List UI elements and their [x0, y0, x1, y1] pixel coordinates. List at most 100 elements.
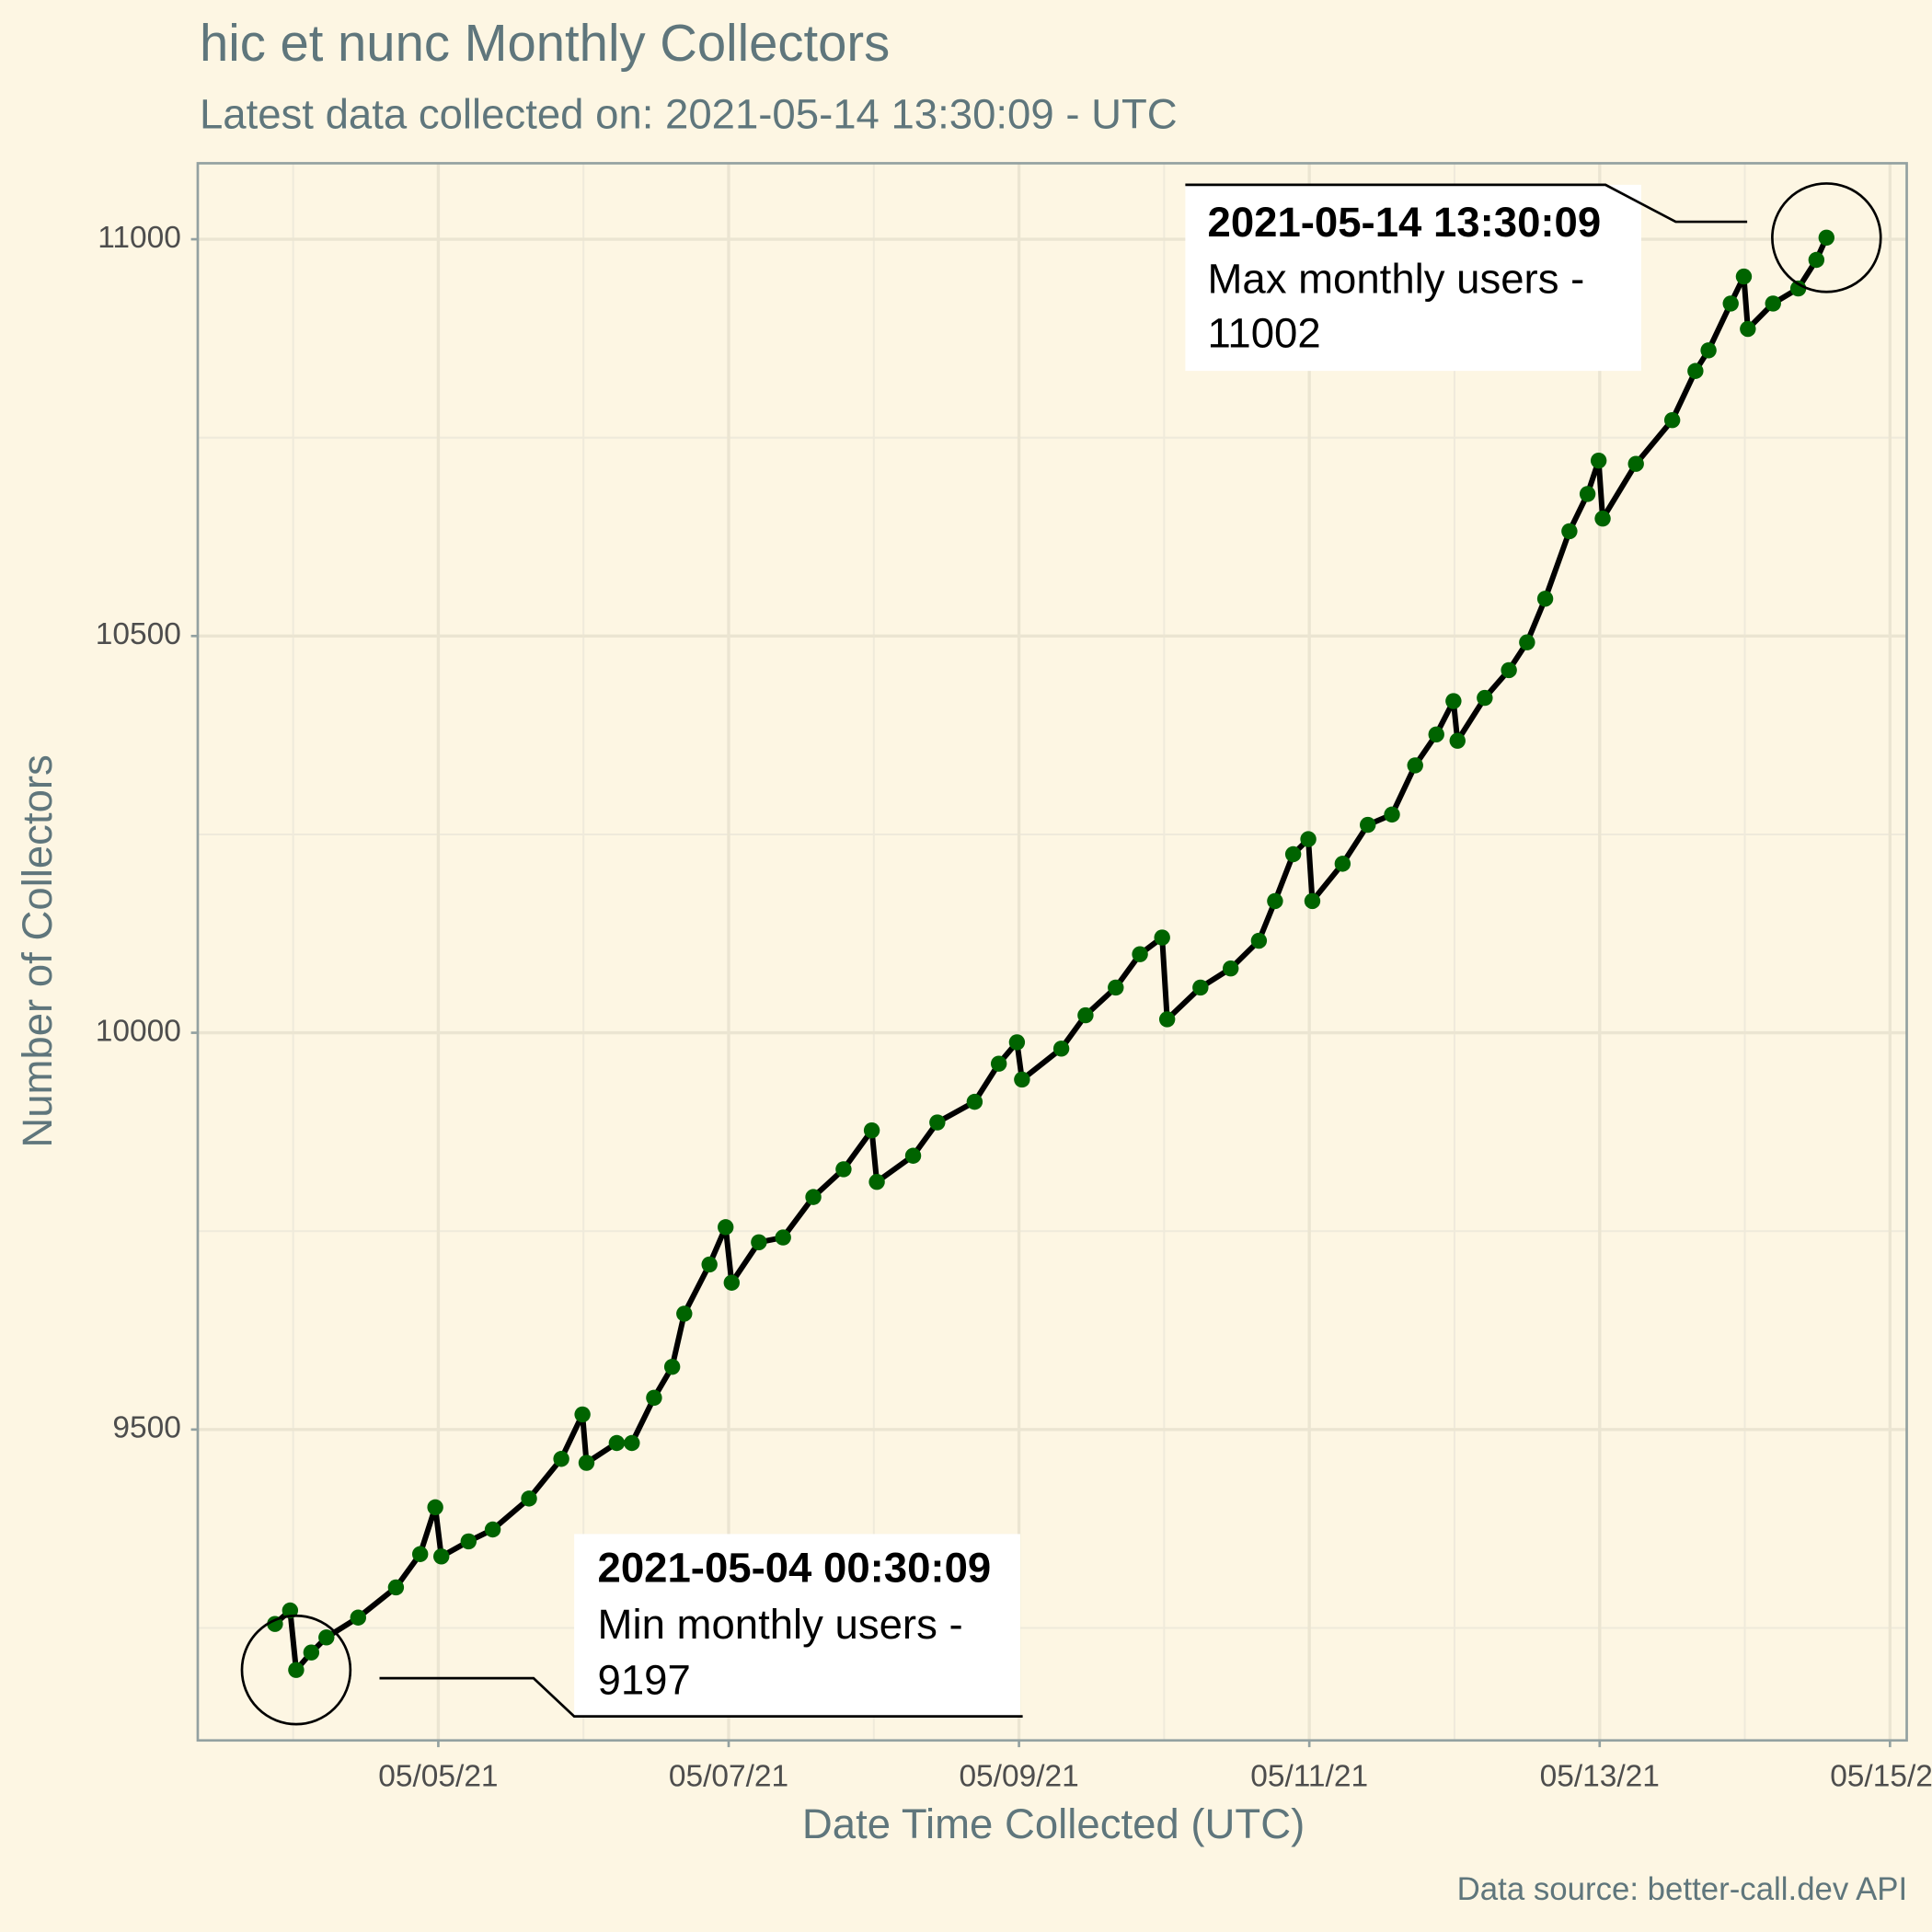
annotation-title: 2021-05-04 00:30:09: [598, 1545, 992, 1592]
point: [1501, 661, 1517, 679]
point: [1735, 268, 1753, 285]
y-axis-title: Number of Collectors: [14, 754, 61, 1148]
point: [805, 1189, 822, 1205]
point: [1590, 452, 1607, 469]
point: [427, 1499, 443, 1516]
point: [1014, 1071, 1030, 1088]
point: [1284, 845, 1302, 863]
point: [350, 1609, 367, 1626]
point: [267, 1616, 283, 1632]
point: [1477, 689, 1493, 707]
point: [646, 1389, 662, 1407]
highlight-circle: [1771, 182, 1882, 293]
point: [303, 1644, 320, 1661]
point: [751, 1234, 767, 1250]
y-tick-label: 10000: [96, 1014, 181, 1048]
point: [1594, 510, 1611, 527]
annotation-leader: [1185, 183, 1748, 224]
x-axis-title: Date Time Collected (UTC): [802, 1800, 1305, 1847]
point: [574, 1406, 591, 1423]
x-tick-label: 05/15/21: [1830, 1759, 1932, 1793]
point: [1428, 726, 1444, 742]
point: [1250, 932, 1268, 949]
point: [718, 1219, 734, 1236]
point: [1740, 320, 1756, 338]
point: [676, 1305, 693, 1322]
point: [929, 1114, 946, 1131]
point: [663, 1358, 681, 1375]
point: [1192, 979, 1209, 996]
point: [966, 1093, 983, 1110]
point: [1304, 892, 1321, 910]
point: [484, 1521, 501, 1538]
point: [1561, 523, 1578, 540]
point: [1052, 1041, 1070, 1057]
point: [1449, 732, 1466, 749]
point: [1077, 1006, 1094, 1024]
point: [1334, 856, 1351, 872]
point: [282, 1602, 299, 1619]
point: [521, 1490, 537, 1507]
y-tick-label: 10500: [96, 617, 181, 651]
point: [433, 1548, 450, 1565]
y-tick-label: 9500: [112, 1411, 180, 1445]
highlight-circle: [240, 1614, 352, 1726]
point: [1519, 634, 1535, 650]
point: [318, 1629, 335, 1646]
point: [904, 1147, 922, 1164]
point: [1108, 979, 1124, 996]
point: [868, 1174, 885, 1190]
point: [1132, 946, 1148, 962]
point: [1154, 929, 1170, 946]
point: [1700, 342, 1717, 359]
annotation-box: [574, 1534, 1020, 1717]
annotation-text: Max monthly users -: [1208, 256, 1585, 303]
point: [990, 1055, 1007, 1072]
x-tick-label: 05/09/21: [959, 1759, 1078, 1793]
x-tick-label: 05/13/21: [1540, 1759, 1660, 1793]
point: [1360, 816, 1376, 834]
annotation-text: Min monthly users -: [598, 1601, 963, 1648]
point: [578, 1455, 595, 1471]
marks: [240, 182, 1882, 1726]
chart-title: hic et nunc Monthly Collectors: [200, 14, 890, 72]
annotation-leader: [379, 1676, 1023, 1718]
point: [1808, 251, 1825, 269]
annotation-box: [1185, 184, 1641, 372]
point: [387, 1579, 405, 1596]
grid: [198, 164, 1906, 1741]
x-tick-label: 05/07/21: [669, 1759, 788, 1793]
point: [1765, 295, 1781, 312]
point: [835, 1161, 852, 1178]
point: [1384, 806, 1400, 823]
caption: Data source: better-call.dev API: [1457, 1871, 1908, 1907]
point: [624, 1434, 640, 1452]
x-tick-label: 05/05/21: [378, 1759, 498, 1793]
panel-border: [196, 162, 1908, 1742]
point: [1407, 757, 1423, 774]
point: [411, 1546, 429, 1562]
annotation-title: 2021-05-14 13:30:09: [1208, 199, 1602, 246]
point: [460, 1533, 477, 1550]
point: [288, 1662, 305, 1678]
point: [1663, 412, 1681, 429]
point: [723, 1274, 740, 1291]
chart-subtitle: Latest data collected on: 2021-05-14 13:…: [200, 90, 1178, 137]
point: [863, 1121, 880, 1139]
point: [1687, 362, 1704, 379]
point: [775, 1229, 791, 1246]
point: [1627, 455, 1644, 472]
point: [1579, 486, 1596, 502]
point: [553, 1451, 569, 1467]
point: [1789, 280, 1807, 297]
point: [1722, 295, 1739, 312]
point: [701, 1256, 718, 1273]
annotation-text: 11002: [1208, 310, 1321, 357]
point: [608, 1434, 626, 1452]
point: [1008, 1034, 1026, 1051]
point: [1536, 591, 1554, 607]
annotation-text: 9197: [598, 1656, 691, 1703]
point: [1267, 892, 1283, 910]
x-tick-label: 05/11/21: [1250, 1759, 1368, 1793]
